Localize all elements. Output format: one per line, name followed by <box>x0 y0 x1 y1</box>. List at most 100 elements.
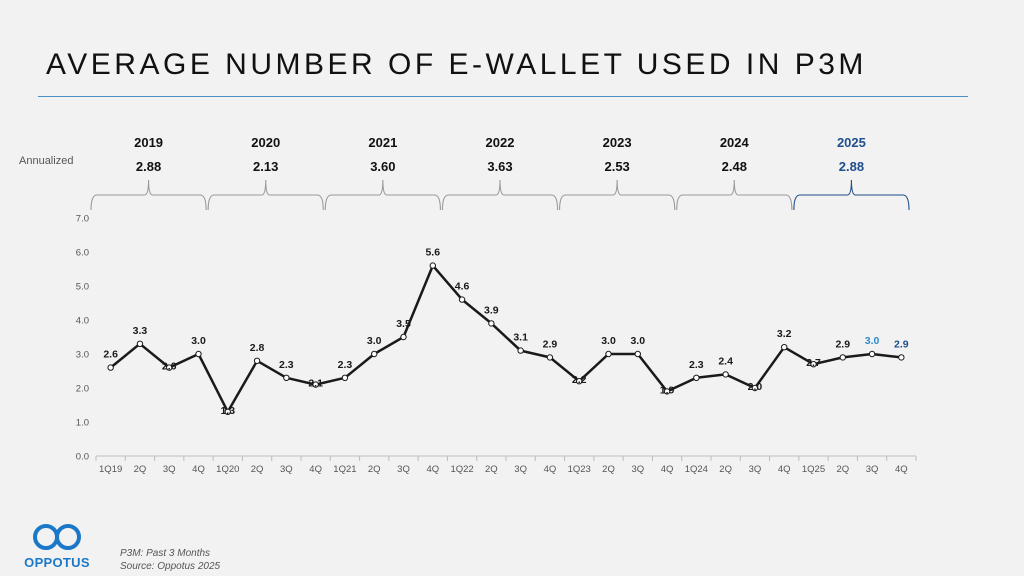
data-label: 2.9 <box>543 338 558 350</box>
data-label: 2.0 <box>748 381 763 393</box>
data-point <box>224 408 231 415</box>
x-tick-label: 1Q20 <box>216 464 239 475</box>
y-tick-label: 4.0 <box>76 316 89 327</box>
x-tick-label: 1Q25 <box>802 464 825 475</box>
data-label: 2.8 <box>250 342 265 354</box>
data-label: 1.9 <box>660 384 675 396</box>
annual-year-label: 2021 <box>368 135 397 150</box>
x-tick-label: 3Q <box>397 464 410 475</box>
x-tick-label: 4Q <box>544 464 557 475</box>
x-tick-label: 1Q22 <box>450 464 473 475</box>
oppotus-logo: OPPOTUS <box>15 522 99 570</box>
y-tick-label: 3.0 <box>76 350 89 361</box>
x-tick-label: 4Q <box>895 464 908 475</box>
data-label: 3.0 <box>367 335 382 347</box>
data-point <box>546 354 554 361</box>
data-label: 3.9 <box>484 304 499 316</box>
data-label: 2.9 <box>835 338 850 350</box>
year-bracket <box>793 179 910 211</box>
data-point <box>634 350 641 358</box>
data-point <box>693 374 700 381</box>
annual-year-label: 2022 <box>486 135 515 150</box>
data-label: 2.4 <box>718 355 733 367</box>
y-tick-label: 5.0 <box>76 282 89 293</box>
data-label: 2.6 <box>103 349 118 361</box>
x-tick-label: 4Q <box>309 464 322 475</box>
annual-value-label: 3.60 <box>370 159 395 174</box>
x-tick-label: 1Q19 <box>99 464 122 475</box>
data-label: 2.9 <box>894 338 909 350</box>
data-label: 3.3 <box>133 325 148 337</box>
data-point <box>605 350 612 358</box>
annual-value-label: 2.48 <box>722 159 747 174</box>
data-point <box>341 374 349 381</box>
y-tick-label: 2.0 <box>76 384 89 395</box>
logo-text: OPPOTUS <box>24 555 90 570</box>
x-tick-label: 2Q <box>602 464 615 475</box>
data-point <box>488 320 495 327</box>
data-point <box>458 296 466 303</box>
x-tick-label: 3Q <box>866 464 879 475</box>
data-point <box>781 344 788 351</box>
year-bracket <box>441 179 559 211</box>
data-point <box>868 350 876 358</box>
data-point <box>751 384 759 392</box>
data-point <box>722 371 729 378</box>
infinity-rings-logo-icon <box>33 524 81 550</box>
footnote-p3m: P3M: Past 3 Months <box>120 548 211 559</box>
data-points <box>107 262 905 415</box>
x-tick-label: 2Q <box>134 464 147 475</box>
data-point <box>312 381 319 388</box>
y-tick-label: 1.0 <box>76 418 89 429</box>
x-tick-label: 3Q <box>280 464 293 475</box>
data-label: 3.0 <box>865 335 880 347</box>
annual-year-label: 2025 <box>837 135 866 150</box>
data-point <box>253 357 261 364</box>
x-tick-label: 4Q <box>192 464 205 475</box>
x-tick-label: 4Q <box>426 464 439 475</box>
x-tick-label: 2Q <box>485 464 498 475</box>
data-point <box>576 378 583 385</box>
x-tick-label: 2Q <box>251 464 264 475</box>
year-bracket <box>90 179 207 211</box>
x-tick-label: 4Q <box>661 464 674 475</box>
data-point <box>371 350 378 358</box>
annual-value-label: 2.13 <box>253 159 278 174</box>
data-label: 4.6 <box>455 281 470 293</box>
data-point <box>283 374 290 381</box>
x-tick-label: 2Q <box>836 464 849 475</box>
x-tick-label: 3Q <box>163 464 176 475</box>
x-tick-label: 3Q <box>749 464 762 475</box>
data-point <box>166 364 173 371</box>
year-bracket <box>324 179 441 211</box>
x-tick-label: 2Q <box>368 464 381 475</box>
annual-year-label: 2024 <box>720 135 750 150</box>
x-tick-label: 2Q <box>719 464 732 475</box>
annual-year-label: 2023 <box>603 135 632 150</box>
annual-value-label: 3.63 <box>487 159 512 174</box>
year-bracket <box>559 179 676 211</box>
data-label: 3.5 <box>396 318 411 330</box>
data-label: 1.3 <box>220 405 235 417</box>
series-line <box>109 264 902 414</box>
data-label: 3.0 <box>191 335 206 347</box>
data-label: 2.6 <box>162 361 177 373</box>
data-point <box>810 361 817 368</box>
data-point <box>195 350 202 358</box>
annual-year-label: 2019 <box>134 135 163 150</box>
x-tick-label: 1Q24 <box>685 464 708 475</box>
annual-summary: 2019 2.88 2020 2.13 2021 3.60 2022 3.63 2023 2.53… <box>90 135 910 211</box>
data-point <box>898 354 905 361</box>
data-point <box>663 388 671 395</box>
data-label: 2.1 <box>308 378 323 390</box>
y-tick-label: 7.0 <box>76 214 89 225</box>
year-bracket <box>207 179 324 211</box>
x-tick-label: 4Q <box>778 464 791 475</box>
data-label: 2.7 <box>806 357 821 369</box>
x-tick-label: 1Q21 <box>333 464 356 475</box>
footnote-source: Source: Oppotus 2025 <box>120 561 221 572</box>
chart-axes: 0.0 1.0 2.0 3.0 4.0 5.0 6.0 7.0 1Q19 2Q 3Q 4Q 1Q20 2Q… <box>76 214 917 475</box>
data-label: 2.3 <box>689 359 704 371</box>
data-label: 5.6 <box>425 247 440 259</box>
